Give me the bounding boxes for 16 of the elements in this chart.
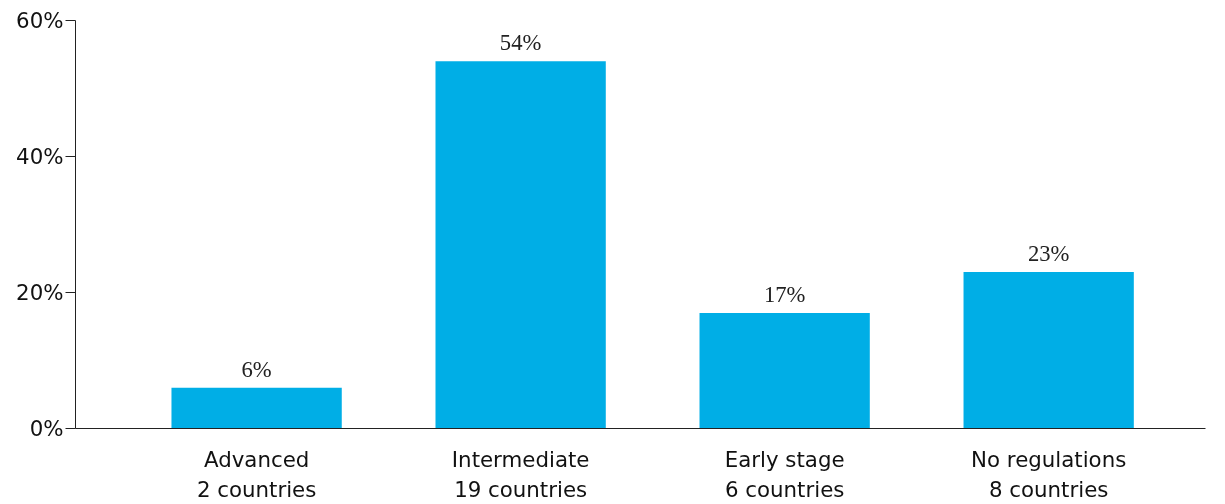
data-label: 6% [241, 356, 272, 382]
y-tick-label: 40% [16, 144, 64, 169]
x-tick-label: Early stage 6 countries [724, 446, 845, 502]
y-tick-label: 0% [29, 416, 64, 441]
data-label: 23% [1027, 241, 1070, 267]
x-tick-label: Advanced 2 countries [196, 446, 317, 502]
x-tick-label: Intermediate 19 countries [451, 446, 590, 502]
bar [699, 312, 870, 429]
bar [963, 272, 1134, 429]
data-label: 54% [499, 30, 542, 56]
y-tick-label: 60% [16, 8, 64, 33]
x-tick-label: No regulations 8 countries [971, 446, 1127, 502]
bar [435, 61, 606, 429]
bar [171, 387, 342, 429]
y-tick-label: 20% [16, 280, 64, 305]
data-label: 17% [763, 281, 806, 307]
